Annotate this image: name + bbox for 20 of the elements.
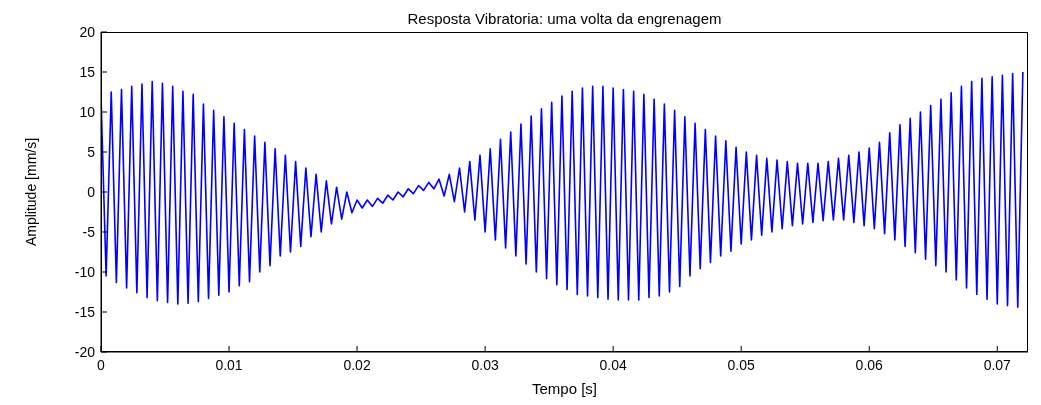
y-tick-label: -15 <box>74 303 96 320</box>
x-tick-label: 0.01 <box>215 356 243 373</box>
y-tick-label: 15 <box>79 63 96 80</box>
x-tick-label: 0.03 <box>471 356 499 373</box>
x-tick-label: 0.07 <box>983 356 1012 373</box>
x-tick-label: 0.06 <box>855 356 884 373</box>
x-tick-label: 0.04 <box>599 356 627 373</box>
x-axis-title: Tempo [s] <box>531 380 598 397</box>
y-axis-title: Amplitude [mm/s] <box>22 137 39 247</box>
y-tick-label: 5 <box>87 143 96 160</box>
y-tick-label: 0 <box>87 183 96 200</box>
line-series <box>101 71 1024 308</box>
chart-title: Resposta Vibratoria: uma volta da engrenagem <box>406 10 723 27</box>
x-tick-label: 0.05 <box>727 356 756 373</box>
y-tick-label: -20 <box>74 343 96 360</box>
y-tick-label: -5 <box>82 223 96 240</box>
y-tick-label: -10 <box>74 263 96 280</box>
y-tick-label: 10 <box>79 103 96 120</box>
x-tick-label: 0.02 <box>343 356 371 373</box>
y-tick-label: 20 <box>79 23 96 40</box>
